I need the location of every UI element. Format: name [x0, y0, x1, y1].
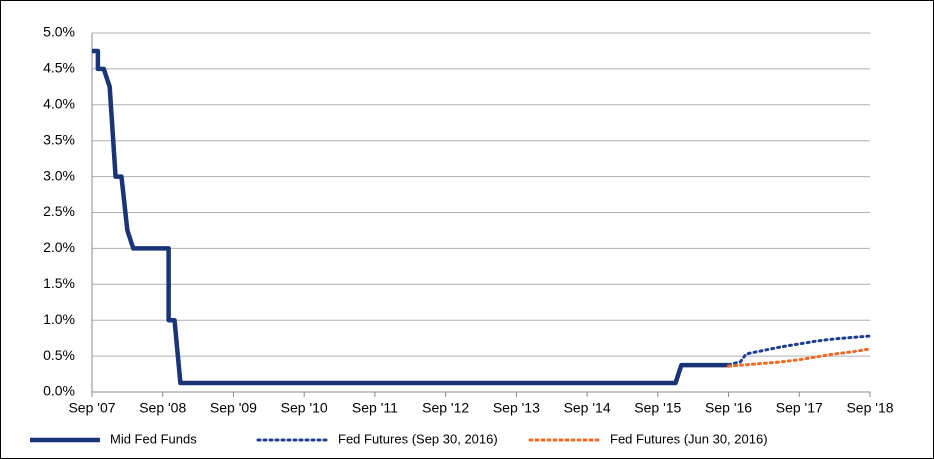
- y-tick-label: 2.0%: [43, 239, 75, 255]
- x-tick-label: Sep '16: [705, 400, 752, 416]
- y-tick-label: 4.5%: [43, 60, 75, 76]
- legend-label: Mid Fed Funds: [110, 431, 197, 446]
- y-tick-label: 3.0%: [43, 167, 75, 183]
- x-tick-label: Sep '12: [422, 400, 469, 416]
- x-tick-label: Sep '08: [139, 400, 186, 416]
- x-tick-label: Sep '07: [68, 400, 115, 416]
- y-tick-label: 2.5%: [43, 203, 75, 219]
- x-tick-label: Sep '10: [281, 400, 328, 416]
- y-tick-label: 1.5%: [43, 275, 75, 291]
- x-tick-label: Sep '14: [564, 400, 611, 416]
- x-tick-label: Sep '18: [846, 400, 893, 416]
- y-tick-label: 4.0%: [43, 96, 75, 112]
- series-line: [727, 347, 872, 368]
- x-tick-label: Sep '11: [352, 400, 398, 416]
- y-tick-label: 0.0%: [43, 383, 75, 399]
- x-tick-label: Sep '17: [776, 400, 823, 416]
- y-tick-label: 5.0%: [43, 24, 75, 40]
- y-tick-label: 1.0%: [43, 311, 75, 327]
- legend-label: Fed Futures (Jun 30, 2016): [610, 431, 768, 446]
- legend-label: Fed Futures (Sep 30, 2016): [338, 431, 498, 446]
- y-tick-label: 0.5%: [43, 347, 75, 363]
- y-tick-label: 3.5%: [43, 131, 75, 147]
- series-line: [727, 334, 872, 367]
- x-tick-label: Sep '15: [634, 400, 681, 416]
- x-tick-label: Sep '09: [210, 400, 257, 416]
- x-tick-label: Sep '13: [493, 400, 540, 416]
- series-line: [92, 48, 729, 386]
